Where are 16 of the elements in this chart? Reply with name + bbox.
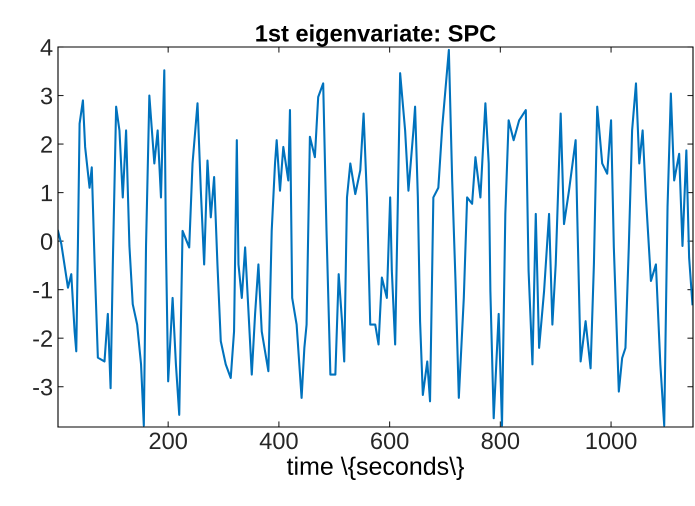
x-tick-label: 800 [482, 432, 520, 450]
x-tick-label: 1000 [586, 432, 636, 450]
y-tick-label: -1 [33, 282, 52, 298]
y-tick-label: -3 [33, 378, 52, 396]
chart-title: 1st eigenvariate: SPC [256, 24, 496, 46]
x-axis-title: time \{seconds\} [286, 456, 464, 480]
y-tick-label: 1 [42, 184, 52, 202]
line-series [58, 48, 693, 427]
y-tick-label: 2 [41, 136, 52, 153]
x-tick-label: 200 [150, 432, 187, 450]
y-tick-label: 4 [40, 39, 52, 56]
y-tick-label: -2 [33, 330, 52, 347]
y-tick-label: 0 [40, 233, 52, 250]
x-tick-label: 400 [260, 432, 298, 450]
x-tick-label: 600 [371, 432, 408, 450]
y-tick-label: 3 [40, 88, 52, 104]
